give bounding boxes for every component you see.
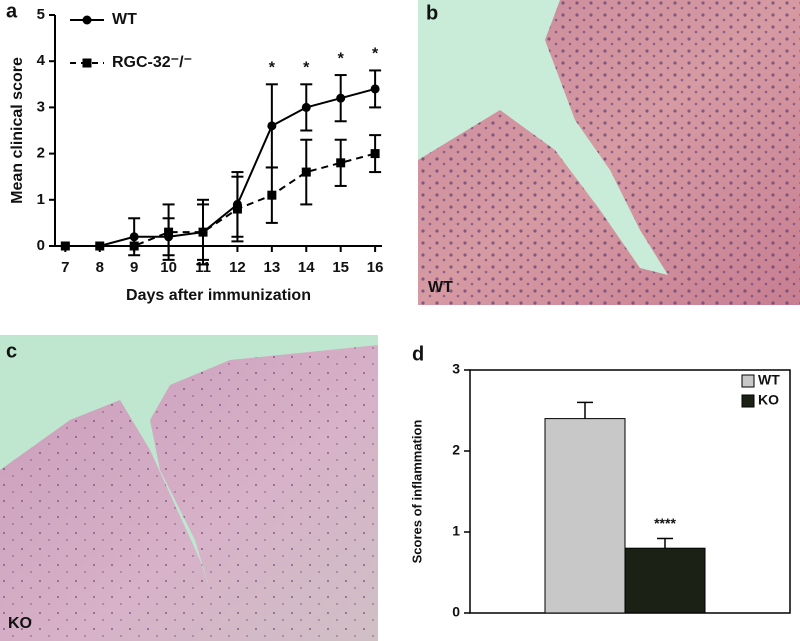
panel-label: a bbox=[6, 0, 18, 22]
y-axis-title: Scores of inflammation bbox=[409, 420, 424, 564]
marker bbox=[267, 190, 277, 200]
marker bbox=[198, 227, 208, 237]
legend-marker bbox=[82, 15, 92, 25]
marker bbox=[60, 241, 70, 251]
tissue-gap bbox=[0, 335, 378, 590]
significance-star: * bbox=[269, 60, 276, 77]
significance-star: * bbox=[303, 60, 310, 77]
bar bbox=[544, 418, 626, 614]
x-tick-label: 16 bbox=[367, 259, 384, 276]
legend-label: RGC-32⁻/⁻ bbox=[112, 54, 192, 71]
y-tick-label: 5 bbox=[37, 6, 45, 23]
y-tick-label: 2 bbox=[452, 442, 460, 458]
marker bbox=[301, 102, 311, 112]
y-tick-label: 1 bbox=[37, 191, 45, 208]
series-line bbox=[65, 152, 376, 247]
marker bbox=[129, 241, 139, 251]
legend-marker bbox=[82, 58, 92, 68]
marker bbox=[336, 158, 346, 168]
y-tick-label: 4 bbox=[37, 52, 46, 69]
panel-label: b bbox=[426, 2, 438, 24]
marker bbox=[370, 149, 380, 159]
marker bbox=[267, 121, 277, 131]
panel-label: d bbox=[412, 343, 424, 365]
significance-star: * bbox=[372, 46, 379, 63]
x-tick-label: 15 bbox=[332, 259, 349, 276]
y-axis-title: Mean clinical score bbox=[9, 57, 26, 204]
legend-label: WT bbox=[758, 372, 780, 388]
x-tick-label: 9 bbox=[130, 259, 138, 276]
marker bbox=[164, 227, 174, 237]
x-tick-label: 10 bbox=[160, 259, 177, 276]
panel-label: c bbox=[6, 340, 17, 362]
y-tick-label: 0 bbox=[37, 237, 45, 254]
y-tick-label: 0 bbox=[452, 604, 460, 620]
significance-star: * bbox=[338, 50, 345, 67]
marker bbox=[370, 84, 380, 94]
legend-label: KO bbox=[758, 392, 779, 408]
significance-star: **** bbox=[654, 515, 676, 531]
vessel-lumen bbox=[418, 0, 668, 275]
x-tick-label: 8 bbox=[96, 259, 104, 276]
panel-c-image bbox=[0, 335, 378, 641]
marker bbox=[336, 93, 346, 103]
error-bar bbox=[577, 401, 593, 419]
panel-b-image bbox=[418, 0, 800, 305]
legend-label: WT bbox=[112, 11, 137, 28]
marker bbox=[301, 167, 311, 177]
marker bbox=[129, 232, 139, 242]
y-tick-label: 3 bbox=[452, 361, 460, 377]
legend-swatch bbox=[741, 394, 755, 408]
series-line bbox=[65, 87, 376, 247]
x-axis-title: Days after immunization bbox=[126, 287, 311, 304]
x-tick-label: 11 bbox=[195, 259, 211, 276]
y-tick-label: 2 bbox=[37, 145, 45, 162]
x-tick-label: 12 bbox=[229, 259, 246, 276]
bar bbox=[624, 547, 706, 614]
y-tick-label: 1 bbox=[452, 523, 460, 539]
x-tick-label: 7 bbox=[61, 259, 69, 276]
legend-swatch bbox=[741, 374, 755, 388]
marker bbox=[232, 204, 242, 214]
y-tick-label: 3 bbox=[37, 98, 45, 115]
image-label: WT bbox=[428, 279, 453, 296]
x-tick-label: 13 bbox=[264, 259, 281, 276]
marker bbox=[95, 241, 105, 251]
x-tick-label: 14 bbox=[298, 259, 315, 276]
error-bar bbox=[657, 537, 673, 549]
image-label: KO bbox=[8, 615, 32, 632]
